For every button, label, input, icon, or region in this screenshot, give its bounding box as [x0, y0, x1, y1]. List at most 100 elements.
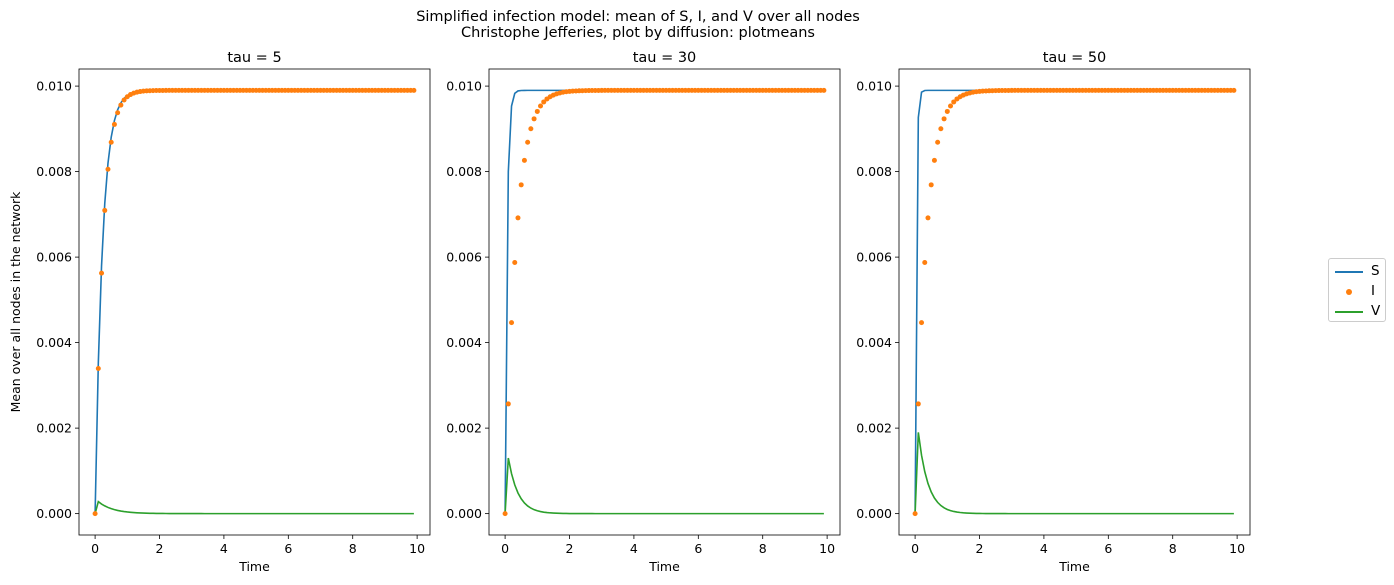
legend-marker-i: [1346, 289, 1352, 295]
series-point-i: [121, 97, 127, 103]
y-tick-label: 0.010: [446, 79, 482, 94]
x-tick-label: 8: [349, 541, 357, 556]
x-tick-label: 10: [409, 541, 425, 556]
figure-title-line-2: Christophe Jefferies, plot by diffusion:…: [461, 25, 815, 41]
series-point-i: [502, 511, 508, 517]
series-point-i: [541, 99, 547, 105]
series-point-i: [935, 139, 941, 145]
subplot-title: tau = 50: [1043, 50, 1107, 66]
x-tick-label: 8: [1169, 541, 1177, 556]
y-tick-label: 0.006: [446, 250, 482, 265]
y-tick-label: 0.004: [36, 335, 72, 350]
series-point-i: [534, 108, 540, 114]
plot-frame: [898, 68, 1251, 536]
series-point-i: [105, 166, 111, 172]
x-tick-label: 0: [501, 541, 509, 556]
y-tick-label: 0.004: [446, 335, 482, 350]
series-line-v: [504, 457, 824, 515]
series-point-i: [821, 87, 827, 93]
series-point-i: [518, 182, 524, 188]
series-point-i: [92, 511, 98, 517]
x-tick-label: 4: [1040, 541, 1048, 556]
y-tick-label: 0.002: [36, 421, 72, 436]
series-point-i: [1231, 87, 1237, 93]
legend-item-v: V: [1329, 301, 1385, 321]
series-point-i: [521, 157, 527, 163]
series-point-i: [915, 401, 921, 407]
x-tick-label: 6: [284, 541, 292, 556]
x-tick-label: 0: [911, 541, 919, 556]
y-tick-label: 0.004: [856, 335, 892, 350]
legend-label-v: V: [1371, 303, 1381, 319]
series-point-i: [948, 103, 954, 109]
series-point-i: [99, 270, 105, 276]
legend-label-s: S: [1371, 263, 1380, 279]
x-tick-label: 6: [694, 541, 702, 556]
y-tick-label: 0.008: [36, 164, 72, 179]
series-point-i: [515, 215, 521, 221]
y-tick-label: 0.002: [856, 421, 892, 436]
y-axis-label: Mean over all nodes in the network: [8, 191, 23, 413]
x-tick-label: 2: [156, 541, 164, 556]
subplot-tau-30: tau = 30 0 2 4 6 8 10 0.000 0.002 0.004 0.006 0.008…: [446, 50, 841, 574]
x-axis-label: Time: [1058, 559, 1090, 574]
series-point-i: [938, 126, 944, 132]
series-point-i: [531, 116, 537, 122]
y-tick-label: 0.000: [36, 506, 72, 521]
series-point-i: [95, 365, 101, 371]
y-tick-label: 0.010: [36, 79, 72, 94]
series-point-i: [108, 139, 114, 145]
legend-item-i: I: [1329, 281, 1385, 301]
series-point-i: [912, 511, 918, 517]
x-tick-label: 8: [759, 541, 767, 556]
series-point-i: [538, 103, 544, 109]
x-tick-label: 2: [976, 541, 984, 556]
y-tick-label: 0.002: [446, 421, 482, 436]
x-tick-label: 4: [630, 541, 638, 556]
subplot-tau-50: tau = 50 0 2 4 6 8 10 0.000 0.002 0.004 0.006 0.008…: [856, 50, 1251, 574]
y-tick-label: 0.010: [856, 79, 892, 94]
x-tick-label: 0: [91, 541, 99, 556]
y-tick-label: 0.006: [856, 250, 892, 265]
subplot-title: tau = 30: [633, 50, 697, 66]
x-axis-label: Time: [648, 559, 680, 574]
series-point-i: [528, 126, 534, 132]
series-point-i: [509, 320, 515, 326]
legend-label-i: I: [1371, 283, 1375, 299]
y-tick-label: 0.008: [856, 164, 892, 179]
series-line-s: [504, 89, 824, 514]
series-point-i: [931, 157, 937, 163]
legend: S I V: [1328, 258, 1386, 322]
x-tick-label: 2: [566, 541, 574, 556]
series-point-i: [919, 320, 925, 326]
legend-line-v: [1335, 311, 1363, 313]
x-tick-label: 10: [819, 541, 835, 556]
subplot-tau-5: tau = 5 0 2 4 6 8 10 0.000 0.002 0.004 0.006 0.008 0…: [8, 50, 431, 574]
plot-frame: [488, 68, 841, 536]
series-point-i: [951, 99, 957, 105]
series-point-i: [922, 259, 928, 265]
series-line-s: [94, 89, 414, 514]
x-tick-label: 10: [1229, 541, 1245, 556]
y-tick-label: 0.006: [36, 250, 72, 265]
y-tick-label: 0.008: [446, 164, 482, 179]
series-point-i: [111, 121, 117, 127]
legend-item-s: S: [1329, 261, 1385, 281]
series-point-i: [925, 215, 931, 221]
x-axis-label: Time: [238, 559, 270, 574]
series-point-i: [505, 401, 511, 407]
series-point-i: [941, 116, 947, 122]
plot-frame: [78, 68, 431, 536]
series-line-v: [94, 500, 414, 515]
series-line-s: [914, 89, 1234, 514]
y-tick-label: 0.000: [446, 506, 482, 521]
series-point-i: [928, 182, 934, 188]
series-line-v: [914, 432, 1234, 515]
series-point-i: [944, 108, 950, 114]
series-point-i: [118, 102, 124, 108]
series-point-i: [102, 207, 108, 213]
figure-title-line-1: Simplified infection model: mean of S, I…: [416, 9, 860, 25]
series-point-i: [411, 87, 417, 93]
x-tick-label: 4: [220, 541, 228, 556]
